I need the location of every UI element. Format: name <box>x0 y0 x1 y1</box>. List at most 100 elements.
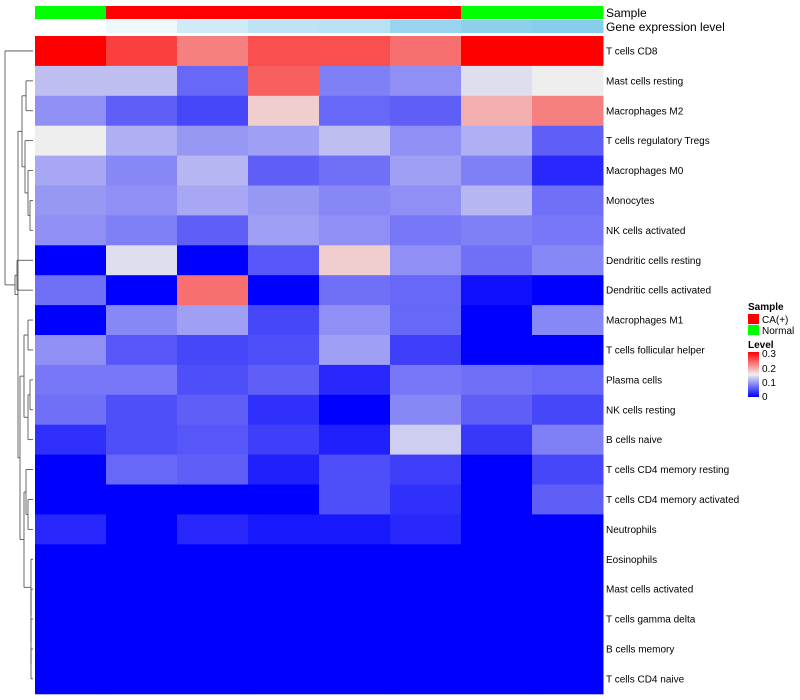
heatmap-cell <box>248 544 320 575</box>
legend-label-normal: Normal <box>762 326 794 337</box>
row-labels: T cells CD8 Mast cells resting Macrophages… <box>606 46 739 685</box>
heatmap-cell <box>532 424 604 456</box>
heatmap-cell <box>106 484 178 515</box>
row-label: Plasma cells <box>606 375 662 386</box>
heatmap-cell <box>461 185 533 216</box>
heatmap-cell <box>35 215 107 246</box>
heatmap-cell <box>532 305 604 336</box>
heatmap-cell <box>461 604 533 635</box>
heatmap-cell <box>390 36 462 67</box>
heatmap-cell <box>461 95 533 127</box>
heatmap-cell <box>390 275 462 306</box>
heatmap-cell <box>106 574 178 605</box>
row-label: NK cells activated <box>606 226 685 237</box>
heatmap-cell <box>177 634 249 665</box>
heatmap-cell <box>35 65 107 97</box>
heatmap-cell <box>106 514 178 545</box>
level-tick-label: 0 <box>762 392 768 403</box>
heatmap-cell <box>319 454 391 485</box>
heatmap-cell <box>177 484 249 515</box>
level-tick-label: 0.2 <box>762 364 776 375</box>
heatmap-cell <box>532 95 604 127</box>
heatmap-cell <box>319 394 391 426</box>
heatmap-cell <box>248 185 320 216</box>
heatmap-cell <box>319 36 391 67</box>
row-label: B cells naive <box>606 435 663 446</box>
heatmap-cell <box>248 335 320 366</box>
heatmap-cell <box>106 215 178 246</box>
row-label: T cells regulatory Tregs <box>606 136 710 147</box>
heatmap-cell <box>319 424 391 456</box>
expression-annotation-cell <box>177 20 249 33</box>
heatmap-cell <box>461 424 533 456</box>
heatmap-cell <box>532 663 604 695</box>
level-legend-title: Level <box>748 340 774 351</box>
row-label: Mast cells resting <box>606 76 683 87</box>
heatmap-cell <box>177 125 249 157</box>
heatmap-cell <box>461 364 533 396</box>
heatmap-cell <box>177 95 249 127</box>
expression-annotation-bar <box>35 20 604 33</box>
heatmap-cell <box>248 424 320 456</box>
heatmap-cell <box>35 604 107 635</box>
heatmap-cell <box>35 185 107 216</box>
expression-annotation-cell <box>106 20 178 33</box>
row-label: Neutrophils <box>606 525 657 536</box>
heatmap-cell <box>35 335 107 366</box>
heatmap-cell <box>461 663 533 695</box>
heatmap-cell <box>319 663 391 695</box>
heatmap-cell <box>35 454 107 485</box>
heatmap-cell <box>461 245 533 276</box>
level-tick-label: 0.3 <box>762 349 776 360</box>
heatmap-cell <box>177 65 249 97</box>
heatmap-cell <box>248 574 320 605</box>
heatmap-cell <box>390 484 462 515</box>
expression-annotation-cell <box>248 20 320 33</box>
heatmap-cell <box>390 215 462 246</box>
heatmap-cell <box>106 95 178 127</box>
sample-annotation-cell <box>390 6 462 19</box>
heatmap-cell <box>461 544 533 575</box>
heatmap-cell <box>106 155 178 186</box>
legend-swatch-normal <box>748 325 759 335</box>
heatmap-cell <box>35 245 107 276</box>
heatmap-cell <box>248 125 320 157</box>
level-colorbar <box>748 352 759 397</box>
heatmap-cell <box>532 604 604 635</box>
sample-legend-title: Sample <box>748 302 784 313</box>
row-label: T cells CD4 naive <box>606 674 685 685</box>
heatmap-cell <box>390 125 462 157</box>
heatmap-cell <box>532 394 604 426</box>
heatmap-cell <box>177 454 249 485</box>
heatmap-cell <box>532 484 604 515</box>
heatmap-cell <box>319 305 391 336</box>
heatmap-cell <box>390 394 462 426</box>
heatmap-cell <box>35 305 107 336</box>
heatmap-cells <box>35 36 604 695</box>
heatmap-cell <box>461 125 533 157</box>
heatmap-cell <box>248 36 320 67</box>
heatmap-cell <box>390 574 462 605</box>
row-label: Dendritic cells activated <box>606 286 711 297</box>
heatmap-cell <box>248 634 320 665</box>
heatmap-cell <box>35 155 107 186</box>
expression-annotation-cell <box>532 20 604 33</box>
heatmap-cell <box>390 364 462 396</box>
heatmap-cell <box>35 574 107 605</box>
sample-annotation-cell <box>177 6 249 19</box>
heatmap-cell <box>461 155 533 186</box>
heatmap-cell <box>35 394 107 426</box>
heatmap-cell <box>532 514 604 545</box>
heatmap-cell <box>532 634 604 665</box>
heatmap-cell <box>461 65 533 97</box>
heatmap-cell <box>532 275 604 306</box>
heatmap-cell <box>177 36 249 67</box>
heatmap-cell <box>248 604 320 635</box>
heatmap-cell <box>106 125 178 157</box>
heatmap-cell <box>106 305 178 336</box>
heatmap-cell <box>248 65 320 97</box>
heatmap-cell <box>532 544 604 575</box>
row-label: NK cells resting <box>606 405 675 416</box>
heatmap-cell <box>35 634 107 665</box>
